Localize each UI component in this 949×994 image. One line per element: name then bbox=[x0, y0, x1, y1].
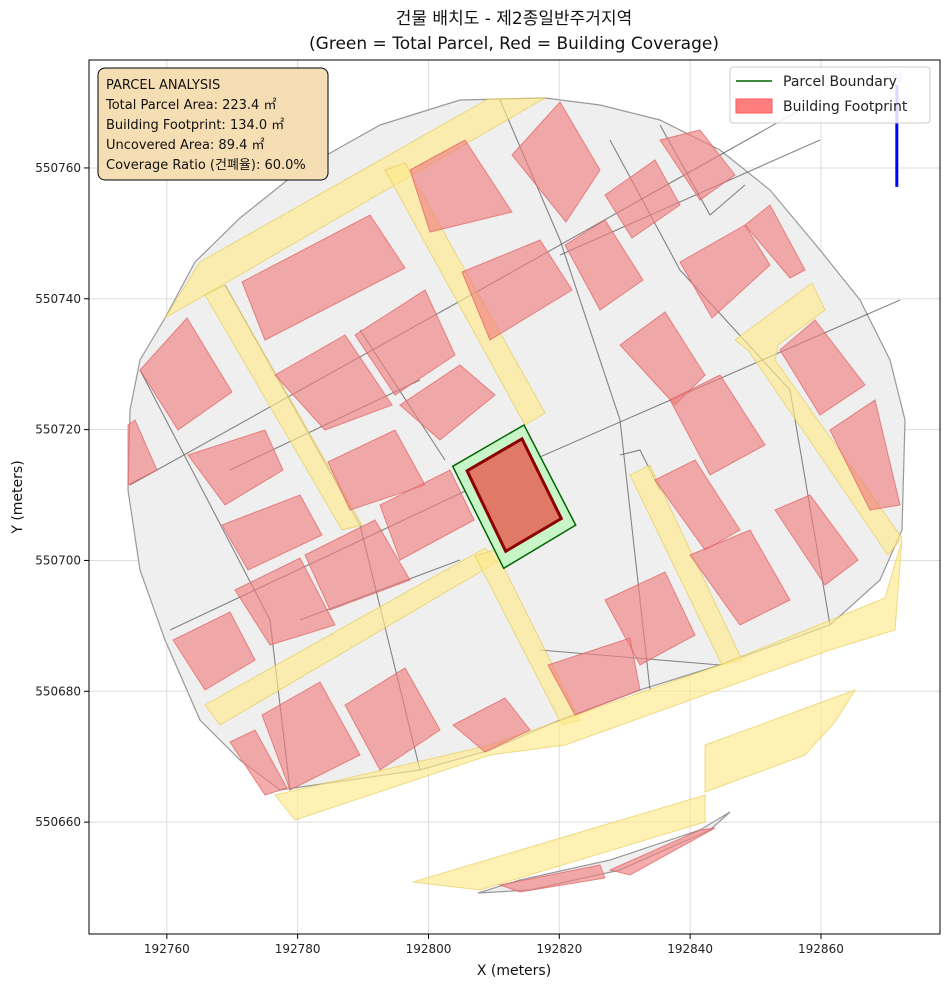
info-coverage-ratio: Coverage Ratio (건폐율): 60.0% bbox=[106, 158, 306, 173]
context-map bbox=[127, 97, 906, 894]
info-box-background bbox=[97, 67, 329, 181]
y-axis-label: Y (meters) bbox=[10, 460, 26, 534]
y-tick-label: 550700 bbox=[35, 553, 81, 567]
chart-title-line2: (Green = Total Parcel, Red = Building Co… bbox=[309, 34, 719, 54]
info-uncovered-area: Uncovered Area: 89.4 ㎡ bbox=[106, 138, 265, 153]
legend-patch-swatch bbox=[735, 98, 773, 114]
y-tick-label: 550760 bbox=[35, 161, 81, 175]
building-footprints bbox=[127, 101, 901, 893]
x-tick-label: 192820 bbox=[536, 942, 582, 956]
legend: Parcel Boundary Building Footprint bbox=[729, 66, 931, 124]
y-tick-label: 550740 bbox=[35, 292, 81, 306]
legend-label-parcel: Parcel Boundary bbox=[783, 74, 897, 90]
legend-frame bbox=[729, 66, 931, 124]
chart-title-line1: 건물 배치도 - 제2종일반주거지역 bbox=[396, 9, 632, 29]
x-tick-label: 192860 bbox=[798, 942, 844, 956]
plot-frame bbox=[88, 59, 941, 935]
y-axis-ticks: 550660 550680 550700 550720 550740 550760 bbox=[35, 161, 89, 829]
info-box: PARCEL ANALYSIS Total Parcel Area: 223.4… bbox=[97, 67, 329, 181]
x-tick-label: 192840 bbox=[667, 942, 713, 956]
target-building-polygon[interactable] bbox=[465, 436, 564, 554]
y-tick-label: 550660 bbox=[35, 815, 81, 829]
x-axis-ticks: 192760 192780 192800 192820 192840 192860 bbox=[144, 934, 844, 956]
legend-label-building: Building Footprint bbox=[783, 99, 908, 115]
x-tick-label: 192760 bbox=[144, 942, 190, 956]
target-parcel-layer bbox=[451, 423, 577, 570]
info-box-title: PARCEL ANALYSIS bbox=[106, 78, 220, 93]
x-tick-label: 192780 bbox=[275, 942, 321, 956]
y-tick-label: 550720 bbox=[35, 423, 81, 437]
info-building-footprint: Building Footprint: 134.0 ㎡ bbox=[106, 118, 284, 133]
y-tick-label: 550680 bbox=[35, 684, 81, 698]
x-axis-label: X (meters) bbox=[477, 963, 551, 979]
x-tick-label: 192800 bbox=[406, 942, 452, 956]
info-total-area: Total Parcel Area: 223.4 ㎡ bbox=[105, 98, 276, 113]
